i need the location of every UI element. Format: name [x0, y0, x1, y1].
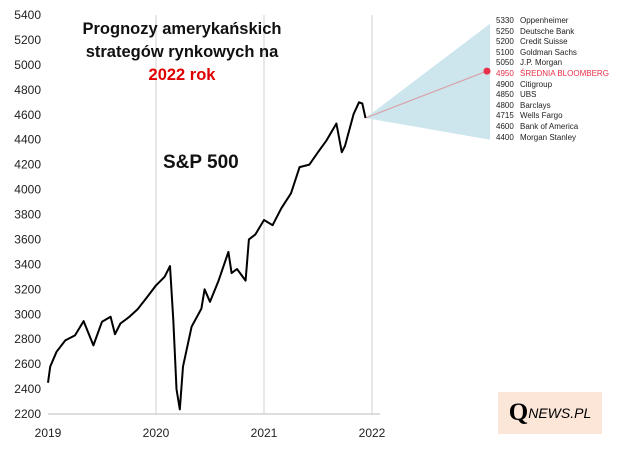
y-tick-label: 2600: [14, 357, 41, 371]
logo-text: NEWS.PL: [528, 405, 592, 421]
forecast-item: 4850 UBS: [496, 90, 536, 99]
y-tick-label: 5000: [14, 58, 41, 72]
y-tick-label: 4000: [14, 183, 41, 197]
forecast-value: 5200: [496, 37, 514, 47]
forecast-bank: Deutsche Bank: [520, 26, 575, 36]
y-tick-label: 5400: [14, 8, 41, 22]
average-forecast-point: [483, 67, 491, 75]
y-tick-label: 3200: [14, 282, 41, 296]
forecast-bank: Citigroup: [520, 79, 553, 89]
forecast-item: 5200 Credit Suisse: [496, 37, 568, 46]
forecast-bank: Morgan Stanley: [520, 132, 577, 142]
forecast-item: 5100 Goldman Sachs: [496, 48, 577, 57]
forecast-value: 4715: [496, 111, 514, 121]
forecast-value: 4900: [496, 79, 514, 89]
forecast-item: 4900 Citigroup: [496, 80, 552, 89]
forecast-bank: J.P. Morgan: [520, 58, 563, 68]
chart-title: Prognozy amerykańskich strategów rynkowy…: [62, 18, 302, 87]
forecast-value: 5100: [496, 47, 514, 57]
forecast-value: 5050: [496, 58, 514, 68]
title-line-1: Prognozy amerykańskich: [82, 20, 282, 38]
forecast-item: 4400 Morgan Stanley: [496, 133, 576, 142]
forecast-value: 4950: [496, 69, 514, 78]
title-line-2: strategów rynkowych na: [85, 43, 279, 61]
forecast-item: 4950 ŚREDNIA BLOOMBERG: [496, 69, 609, 78]
x-tick-label: 2019: [35, 426, 62, 440]
forecast-item: 5330 Oppenheimer: [496, 16, 568, 25]
forecast-value: 5330: [496, 16, 514, 25]
y-tick-label: 4800: [14, 83, 41, 97]
forecast-bank: UBS: [520, 90, 537, 100]
y-tick-label: 2400: [14, 382, 41, 396]
forecast-value: 4800: [496, 100, 514, 110]
y-tick-label: 3000: [14, 307, 41, 321]
forecast-item: 4600 Bank of America: [496, 122, 578, 131]
forecast-bank: Credit Suisse: [520, 37, 568, 47]
y-tick-label: 4600: [14, 108, 41, 122]
logo-q: Q: [508, 399, 529, 426]
forecast-bank: ŚREDNIA BLOOMBERG: [520, 69, 609, 78]
x-tick-label: 2022: [359, 426, 386, 440]
y-tick-label: 3800: [14, 208, 41, 222]
forecast-value: 4600: [496, 122, 514, 131]
forecast-value: 4400: [496, 132, 514, 142]
forecast-bank: Goldman Sachs: [520, 47, 577, 57]
forecast-item: 5050 J.P. Morgan: [496, 58, 562, 67]
forecast-fan: [365, 23, 490, 140]
y-tick-label: 2800: [14, 332, 41, 346]
average-forecast-line: [365, 70, 488, 119]
x-tick-label: 2021: [251, 426, 278, 440]
series-label: S&P 500: [163, 152, 239, 173]
forecast-value: 5250: [496, 26, 514, 36]
forecast-item: 5250 Deutsche Bank: [496, 27, 574, 36]
forecast-item: 4800 Barclays: [496, 101, 551, 110]
y-tick-label: 2200: [14, 407, 41, 421]
x-tick-label: 2020: [143, 426, 170, 440]
sp500-line: [47, 101, 367, 411]
forecast-bank: Wells Fargo: [520, 111, 563, 121]
y-tick-label: 3400: [14, 257, 41, 271]
qnews-logo: Q NEWS.PL: [498, 392, 602, 434]
forecast-bank: Bank of America: [520, 122, 579, 131]
forecast-bank: Barclays: [520, 100, 551, 110]
forecast-value: 4850: [496, 90, 514, 100]
y-tick-label: 4200: [14, 158, 41, 172]
y-tick-label: 4400: [14, 133, 41, 147]
forecast-item: 4715 Wells Fargo: [496, 111, 563, 120]
y-tick-label: 3600: [14, 232, 41, 246]
title-highlight: 2022 rok: [148, 66, 216, 84]
y-tick-label: 5200: [14, 33, 41, 47]
forecast-bank: Oppenheimer: [520, 16, 569, 25]
